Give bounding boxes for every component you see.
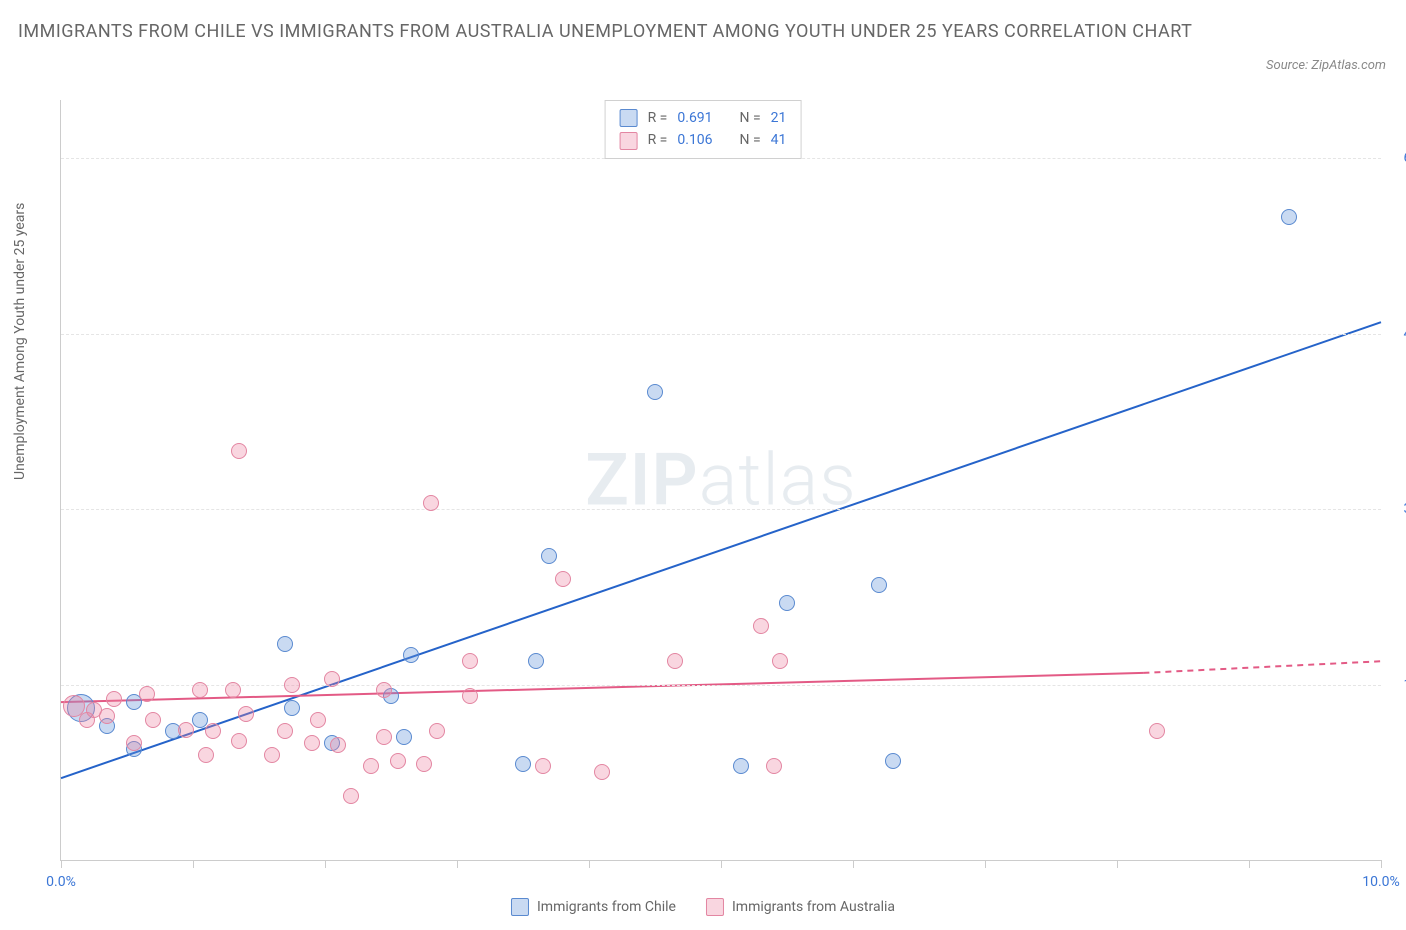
data-point-australia [205, 723, 221, 739]
data-point-australia [390, 753, 406, 769]
data-point-australia [139, 686, 155, 702]
gridline-h [61, 509, 1381, 510]
data-point-australia [225, 682, 241, 698]
chart-title: IMMIGRANTS FROM CHILE VS IMMIGRANTS FROM… [18, 18, 1388, 45]
data-point-chile [515, 756, 531, 772]
data-point-chile [403, 647, 419, 663]
data-point-australia [535, 758, 551, 774]
scatter-plot-area: ZIPatlas 15.0%30.0%45.0%60.0%0.0%10.0% [60, 100, 1381, 861]
data-point-australia [231, 443, 247, 459]
data-point-chile [396, 729, 412, 745]
data-point-australia [330, 737, 346, 753]
x-tick [721, 860, 722, 868]
y-axis-label: Unemployment Among Youth under 25 years [12, 203, 28, 480]
trend-lines [61, 100, 1381, 860]
data-point-australia [594, 764, 610, 780]
y-tick-label: 15.0% [1386, 677, 1406, 693]
x-tick [61, 860, 62, 868]
data-point-australia [304, 735, 320, 751]
data-point-australia [1149, 723, 1165, 739]
x-tick [589, 860, 590, 868]
data-point-australia [106, 691, 122, 707]
data-point-australia [343, 788, 359, 804]
data-point-chile [885, 753, 901, 769]
australia-R-value: 0.106 [677, 129, 712, 151]
legend-item-chile: Immigrants from Chile [511, 898, 676, 916]
data-point-australia [198, 747, 214, 763]
data-point-australia [429, 723, 445, 739]
data-point-australia [145, 712, 161, 728]
data-point-australia [178, 722, 194, 738]
gridline-h [61, 685, 1381, 686]
data-point-australia [310, 712, 326, 728]
x-tick [985, 860, 986, 868]
swatch-australia [620, 132, 638, 150]
chile-R-value: 0.691 [677, 107, 712, 129]
data-point-australia [363, 758, 379, 774]
swatch-australia-icon [706, 898, 724, 916]
data-point-chile [284, 700, 300, 716]
data-point-chile [733, 758, 749, 774]
stats-row-australia: R = 0.106 N = 41 [620, 129, 787, 151]
data-point-australia [192, 682, 208, 698]
gridline-h [61, 334, 1381, 335]
data-point-australia [423, 495, 439, 511]
y-tick-label: 30.0% [1386, 501, 1406, 517]
stats-row-chile: R = 0.691 N = 21 [620, 107, 787, 129]
data-point-australia [462, 688, 478, 704]
x-tick [1117, 860, 1118, 868]
x-tick [193, 860, 194, 868]
data-point-chile [871, 577, 887, 593]
data-point-australia [284, 677, 300, 693]
data-point-australia [772, 653, 788, 669]
legend-item-australia: Immigrants from Australia [706, 898, 895, 916]
x-tick [457, 860, 458, 868]
data-point-australia [462, 653, 478, 669]
y-tick-label: 60.0% [1386, 150, 1406, 166]
data-point-australia [324, 671, 340, 687]
y-tick-label: 45.0% [1386, 326, 1406, 342]
data-point-australia [264, 747, 280, 763]
x-tick-label: 10.0% [1362, 874, 1400, 890]
correlation-stats-box: R = 0.691 N = 21 R = 0.106 N = 41 [605, 100, 802, 159]
chile-N-value: 21 [771, 107, 787, 129]
data-point-chile [1281, 209, 1297, 225]
data-point-australia [376, 682, 392, 698]
x-tick [325, 860, 326, 868]
data-point-australia [753, 618, 769, 634]
data-point-australia [416, 756, 432, 772]
data-point-chile [541, 548, 557, 564]
x-tick [1249, 860, 1250, 868]
x-tick-label: 0.0% [46, 874, 76, 890]
data-point-australia [231, 733, 247, 749]
bottom-legend: Immigrants from Chile Immigrants from Au… [511, 898, 895, 916]
data-point-chile [528, 653, 544, 669]
x-tick [1381, 860, 1382, 868]
data-point-australia [555, 571, 571, 587]
data-point-chile [779, 595, 795, 611]
data-point-australia [667, 653, 683, 669]
swatch-chile-icon [511, 898, 529, 916]
data-point-chile [647, 384, 663, 400]
data-point-chile [192, 712, 208, 728]
data-point-australia [99, 708, 115, 724]
data-point-chile [277, 636, 293, 652]
data-point-australia [238, 706, 254, 722]
swatch-chile [620, 109, 638, 127]
data-point-australia [766, 758, 782, 774]
data-point-australia [126, 735, 142, 751]
source-attribution: Source: ZipAtlas.com [1266, 58, 1386, 73]
australia-N-value: 41 [771, 129, 787, 151]
x-tick [853, 860, 854, 868]
data-point-australia [277, 723, 293, 739]
data-point-australia [376, 729, 392, 745]
